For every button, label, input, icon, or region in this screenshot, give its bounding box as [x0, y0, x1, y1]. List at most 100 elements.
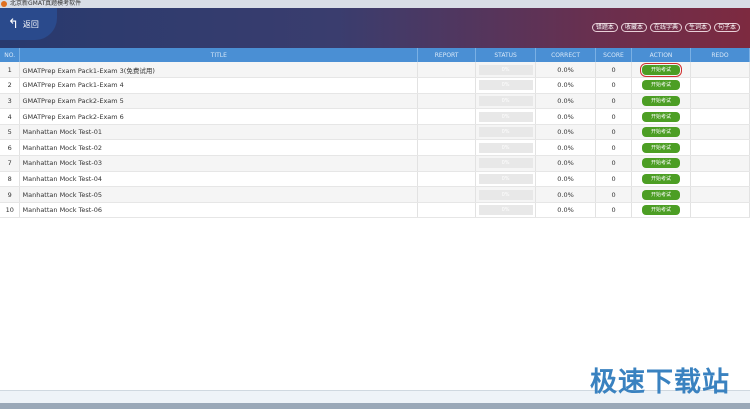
column-header: STATUS — [475, 48, 537, 62]
row-status: 0% — [475, 155, 537, 172]
row-score: 0 — [595, 155, 633, 172]
row-action: 开始考试 — [631, 124, 691, 141]
row-title: Manhattan Mock Test-06 — [19, 202, 419, 219]
row-action: 开始考试 — [631, 139, 691, 157]
row-score: 0 — [595, 93, 633, 110]
row-status: 0% — [475, 77, 537, 94]
row-no: 6 — [0, 139, 21, 157]
tool-button[interactable]: 生词本 — [684, 23, 711, 32]
row-score: 0 — [595, 202, 633, 219]
row-action: 开始考试 — [631, 171, 691, 188]
row-no: 10 — [0, 202, 21, 219]
row-title: Manhattan Mock Test-05 — [19, 186, 419, 203]
row-no: 8 — [0, 171, 21, 188]
status-bar: 0% — [478, 189, 533, 200]
row-title: Manhattan Mock Test-02 — [19, 139, 419, 157]
start-exam-button[interactable]: 开始考试 — [642, 127, 680, 138]
table-row: 9 Manhattan Mock Test-05 0% 0.0% 0 开始考试 — [0, 186, 750, 203]
start-exam-button[interactable]: 开始考试 — [640, 62, 682, 77]
row-report — [417, 171, 477, 188]
row-score: 0 — [595, 139, 633, 157]
row-status: 0% — [475, 93, 537, 110]
row-no: 2 — [0, 77, 21, 94]
row-status: 0% — [475, 171, 537, 188]
table-row: 4 GMATPrep Exam Pack2-Exam 6 0% 0.0% 0 开… — [0, 108, 750, 125]
start-exam-button[interactable]: 开始考试 — [642, 111, 680, 122]
table-row: 1 GMATPrep Exam Pack1-Exam 3(免费试用) 0% 0.… — [0, 62, 750, 79]
row-report — [417, 77, 477, 94]
row-report — [417, 93, 477, 110]
row-correct: 0.0% — [535, 139, 597, 157]
row-no: 9 — [0, 186, 21, 203]
table-row: 2 GMATPrep Exam Pack1-Exam 4 0% 0.0% 0 开… — [0, 77, 750, 94]
back-button[interactable]: ↰ 返回 — [0, 8, 57, 40]
table-row: 3 GMATPrep Exam Pack2-Exam 5 0% 0.0% 0 开… — [0, 93, 750, 110]
row-action: 开始考试 — [631, 62, 691, 79]
row-score: 0 — [595, 124, 633, 141]
start-exam-button[interactable]: 开始考试 — [642, 173, 680, 184]
column-header: CORRECT — [535, 48, 597, 62]
start-exam-button[interactable]: 开始考试 — [642, 189, 680, 200]
exam-table: NO. TITLE REPORT STATUS CORRECT SCORE ACTION RE… — [0, 48, 750, 219]
row-correct: 0.0% — [535, 108, 597, 125]
row-redo — [690, 124, 750, 141]
row-title: Manhattan Mock Test-03 — [19, 155, 419, 172]
start-exam-button[interactable]: 开始考试 — [642, 95, 680, 106]
row-score: 0 — [595, 62, 633, 79]
start-exam-button[interactable]: 开始考试 — [642, 142, 680, 153]
column-header: REDO — [690, 48, 750, 62]
row-redo — [690, 108, 750, 125]
row-report — [417, 62, 477, 79]
row-correct: 0.0% — [535, 186, 597, 203]
back-label: 返回 — [22, 19, 39, 29]
toolbar: 错题本 收藏本 在线字典 生词本 句子本 — [591, 23, 740, 32]
status-bar: 0% — [478, 142, 533, 153]
row-status: 0% — [475, 202, 537, 219]
row-action: 开始考试 — [631, 108, 691, 125]
row-title: GMATPrep Exam Pack2-Exam 5 — [19, 93, 419, 110]
app-logo-icon — [1, 1, 7, 7]
window-title: 北京新GMAT真题模考软件 — [10, 0, 82, 7]
row-redo — [690, 62, 750, 79]
row-status: 0% — [475, 186, 537, 203]
row-action: 开始考试 — [631, 93, 691, 110]
row-correct: 0.0% — [535, 62, 597, 79]
status-bar: 0% — [478, 111, 533, 122]
status-strip — [0, 390, 750, 403]
row-title: GMATPrep Exam Pack2-Exam 6 — [19, 108, 419, 125]
row-score: 0 — [595, 171, 633, 188]
row-status: 0% — [475, 139, 537, 157]
tool-button[interactable]: 句子本 — [713, 23, 740, 32]
row-status: 0% — [475, 62, 537, 79]
row-report — [417, 186, 477, 203]
row-action: 开始考试 — [631, 77, 691, 94]
row-title: GMATPrep Exam Pack1-Exam 4 — [19, 77, 419, 94]
row-redo — [690, 155, 750, 172]
status-bar: 0% — [478, 127, 533, 138]
row-report — [417, 108, 477, 125]
status-bar: 0% — [478, 64, 533, 75]
table-row: 10 Manhattan Mock Test-06 0% 0.0% 0 开始考试 — [0, 202, 750, 219]
row-correct: 0.0% — [535, 202, 597, 219]
window-titlebar: 北京新GMAT真题模考软件 — [0, 0, 750, 8]
row-redo — [690, 186, 750, 203]
status-bar: 0% — [478, 80, 533, 91]
taskbar — [0, 403, 750, 409]
tool-button[interactable]: 收藏本 — [620, 23, 647, 32]
status-bar: 0% — [478, 95, 533, 106]
row-title: Manhattan Mock Test-01 — [19, 124, 419, 141]
column-header: REPORT — [417, 48, 477, 62]
row-action: 开始考试 — [631, 155, 691, 172]
table-row: 6 Manhattan Mock Test-02 0% 0.0% 0 开始考试 — [0, 139, 750, 157]
column-header: SCORE — [595, 48, 633, 62]
tool-button[interactable]: 在线字典 — [649, 23, 682, 32]
tool-button[interactable]: 错题本 — [591, 23, 618, 32]
start-exam-button[interactable]: 开始考试 — [642, 205, 680, 216]
table-row: 5 Manhattan Mock Test-01 0% 0.0% 0 开始考试 — [0, 124, 750, 141]
start-exam-button[interactable]: 开始考试 — [642, 80, 680, 91]
start-exam-button[interactable]: 开始考试 — [642, 158, 680, 169]
status-bar: 0% — [478, 205, 533, 216]
row-correct: 0.0% — [535, 77, 597, 94]
status-bar: 0% — [478, 158, 533, 169]
row-redo — [690, 93, 750, 110]
